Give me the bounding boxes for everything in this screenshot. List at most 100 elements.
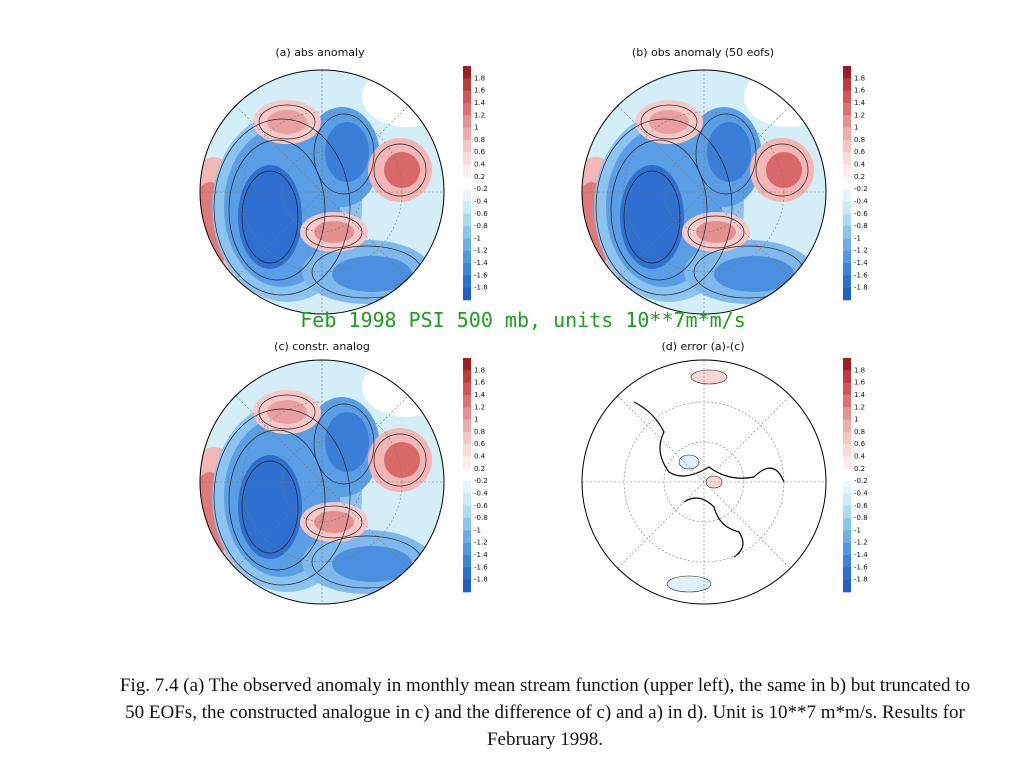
colorbar-swatch <box>463 287 471 301</box>
colorbar-label: 0.6 <box>474 148 486 156</box>
colorbar-label: -1.2 <box>474 539 488 547</box>
colorbar-label: 0.6 <box>854 440 866 448</box>
colorbar-label: 0.2 <box>854 173 865 181</box>
figure-title: Feb 1998 PSI 500 mb, units 10**7m*m/s <box>300 308 746 332</box>
colorbar-swatch <box>463 468 471 482</box>
colorbar-label: -0.8 <box>474 222 488 230</box>
colorbar-swatch <box>463 530 471 544</box>
colorbar-label: -0.2 <box>474 477 488 485</box>
colorbar-swatch <box>463 382 471 396</box>
colorbar-swatch <box>843 164 851 178</box>
map-a <box>182 62 452 322</box>
colorbar-swatch <box>463 370 471 383</box>
colorbar-swatch <box>843 176 851 190</box>
colorbar-swatch <box>843 456 851 470</box>
colorbar-swatch <box>463 456 471 470</box>
colorbar-swatch <box>843 213 851 227</box>
colorbar-label: 1.6 <box>474 379 486 387</box>
colorbar-label: -1.4 <box>474 551 488 559</box>
colorbar-swatch <box>463 90 471 104</box>
colorbar-label: -1.2 <box>854 247 868 255</box>
colorbar-label: -1 <box>854 234 861 242</box>
colorbar-swatch <box>463 505 471 519</box>
colorbar-label: -0.6 <box>474 502 488 510</box>
panel-title: (d) error (a)-(c) <box>661 340 744 353</box>
colorbar-label: -1.2 <box>854 539 868 547</box>
colorbar-label: 1.4 <box>474 99 486 107</box>
colorbar-label: -1 <box>474 526 481 534</box>
colorbar-swatch <box>843 358 851 371</box>
colorbar-label: -1.6 <box>474 563 488 571</box>
colorbar-label: 0.2 <box>854 465 865 473</box>
colorbar-label: 1 <box>854 124 858 132</box>
colorbar-label: -1.4 <box>474 259 488 267</box>
colorbar-swatch <box>463 444 471 457</box>
colorbar-swatch <box>843 139 851 153</box>
colorbar-swatch <box>463 419 471 433</box>
colorbar-swatch <box>463 189 471 202</box>
colorbar-swatch <box>843 579 851 593</box>
colorbar-swatch <box>843 115 851 128</box>
colorbar-label: -0.8 <box>474 514 488 522</box>
colorbar-label: -1.2 <box>474 247 488 255</box>
colorbar-label: 0.8 <box>854 136 865 144</box>
colorbar-label: 1.2 <box>854 403 865 411</box>
panel-title: (a) abs anomaly <box>275 46 365 59</box>
colorbar-swatch <box>843 493 851 507</box>
colorbar-swatch <box>843 370 851 383</box>
colorbar-swatch <box>463 176 471 190</box>
colorbar-swatch <box>843 555 851 568</box>
colorbar-swatch <box>463 226 471 239</box>
colorbar-swatch <box>463 213 471 227</box>
colorbar-label: -1 <box>474 234 481 242</box>
colorbar-swatch <box>843 238 851 252</box>
colorbar-swatch <box>463 78 471 91</box>
colorbar-swatch <box>843 90 851 104</box>
colorbar-label: -1.8 <box>854 576 868 584</box>
colorbar-swatch <box>843 394 851 408</box>
colorbar-label: 0.8 <box>474 136 485 144</box>
caption: Fig. 7.4 (a) The observed anomaly in mon… <box>119 675 971 750</box>
colorbar-label: -1.6 <box>474 271 488 279</box>
colorbar-swatch <box>463 518 471 531</box>
colorbar-label: -0.2 <box>854 477 868 485</box>
colorbar-label: -1 <box>854 526 861 534</box>
colorbar-label: 1.4 <box>854 99 866 107</box>
colorbar-swatch <box>843 66 851 79</box>
colorbar-label: -1.6 <box>854 271 868 279</box>
colorbar-swatch <box>843 250 851 264</box>
colorbar-label: -0.8 <box>854 222 868 230</box>
colorbar-label: 1.8 <box>474 74 485 82</box>
colorbar-label: 1.6 <box>474 87 486 95</box>
colorbar-swatch <box>463 115 471 128</box>
colorbar-label: -0.2 <box>854 185 868 193</box>
colorbar-swatch <box>463 152 471 165</box>
colorbar-label: -0.4 <box>854 197 868 205</box>
colorbar-swatch <box>843 226 851 239</box>
colorbar-swatch <box>463 407 471 420</box>
colorbar-swatch <box>843 102 851 116</box>
colorbar-label: -1.4 <box>854 551 868 559</box>
colorbar-label: -1.8 <box>854 284 868 292</box>
colorbar-swatch <box>843 431 851 445</box>
colorbar-label: 0.4 <box>854 161 866 169</box>
colorbar-label: 0.4 <box>854 453 866 461</box>
colorbar-swatch <box>463 250 471 264</box>
colorbar-label: 0.6 <box>474 440 486 448</box>
colorbar-swatch <box>463 275 471 288</box>
colorbar-label: -1.8 <box>474 284 488 292</box>
colorbar-label: -1.8 <box>474 576 488 584</box>
colorbar-swatch <box>463 201 471 215</box>
colorbar-swatch <box>463 102 471 116</box>
colorbar-label: -0.2 <box>474 185 488 193</box>
colorbar-label: 1.8 <box>474 366 485 374</box>
colorbar-swatch <box>463 263 471 276</box>
panel-title: (c) constr. analog <box>274 340 370 353</box>
map-c <box>182 352 452 612</box>
colorbar-swatch <box>843 444 851 457</box>
colorbar-swatch <box>843 407 851 420</box>
colorbar-label: 1.4 <box>854 391 866 399</box>
colorbar-label: 1.8 <box>854 74 865 82</box>
colorbar-label: 0.4 <box>474 453 486 461</box>
